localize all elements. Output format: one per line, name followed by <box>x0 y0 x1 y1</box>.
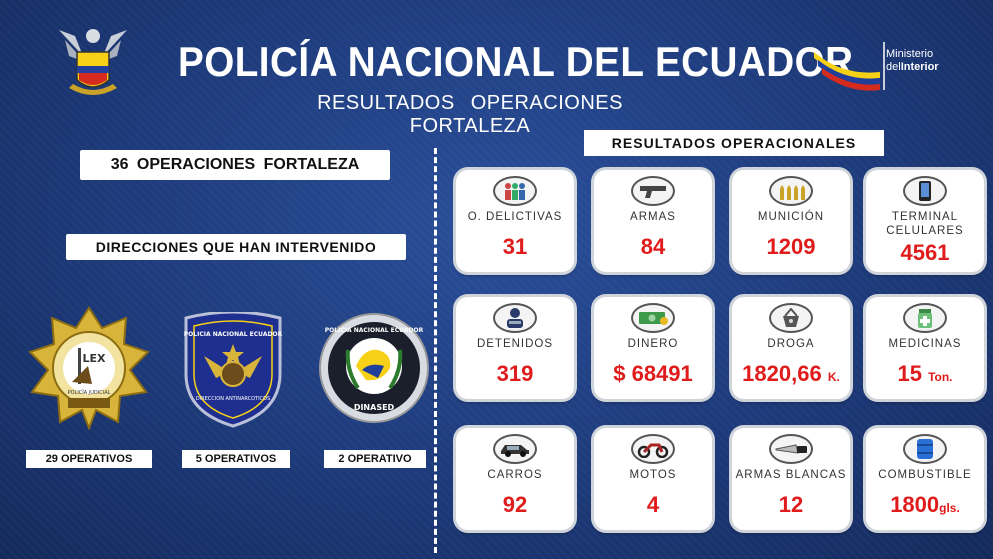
ministerio-text: Ministerio delInterior <box>886 48 939 74</box>
badge-antinarc-bottom-text: DIRECCION ANTINARCOTICOS <box>196 396 270 402</box>
car-icon <box>493 434 537 464</box>
result-value: 1209 <box>766 234 816 259</box>
result-card-detenidos: DETENIDOS 319 <box>456 297 574 399</box>
result-label: COMBUSTIBLE <box>878 469 972 481</box>
badge-pj-text: POLICÍA JUDICIAL <box>68 389 111 396</box>
unit-operations-label: 29 OPERATIVOS <box>26 450 152 468</box>
result-card-medicinas: MEDICINAS 15 Ton. <box>866 297 984 399</box>
result-label: DETENIDOS <box>476 338 554 350</box>
result-card-municion: MUNICIÓN 1209 <box>732 170 850 272</box>
medicine-icon <box>903 303 947 333</box>
ministerio-logo-icon <box>814 42 885 91</box>
motorcycle-icon <box>631 434 675 464</box>
badge-antinarc-top-text: POLICIA NACIONAL ECUADOR <box>184 331 283 338</box>
result-card-delictivas: O. DELICTIVAS 31 <box>456 170 574 272</box>
result-unit: K. <box>827 370 840 384</box>
result-value: 92 <box>502 492 528 517</box>
result-label: DINERO <box>627 338 679 350</box>
unit-operations-label: 5 OPERATIVOS <box>182 450 290 468</box>
result-card-carros: CARROS 92 <box>456 428 574 530</box>
result-number: 15 <box>897 361 922 386</box>
policia-judicial-badge-icon: LEX POLICÍA JUDICIAL <box>28 306 150 430</box>
ministerio-line2: delInterior <box>886 61 939 74</box>
result-value: 84 <box>640 234 666 259</box>
drug-icon <box>769 303 813 333</box>
result-value: 1820,66 K. <box>732 361 850 387</box>
result-card-combustible: COMBUSTIBLE 1800gls. <box>866 428 984 530</box>
result-card-celulares: TERMINAL CELULARES 4561 <box>866 170 984 272</box>
result-unit: Ton. <box>928 370 953 384</box>
badge-dinased-top-text: POLICIA NACIONAL ECUADOR <box>325 327 424 334</box>
total-operations-label: 36 OPERACIONES FORTALEZA <box>80 150 390 180</box>
bullets-icon <box>769 176 813 206</box>
result-label: DROGA <box>767 338 815 350</box>
ministerio-del: del <box>886 61 901 73</box>
result-card-droga: DROGA 1820,66 K. <box>732 297 850 399</box>
unit-operations-label: 2 OPERATIVO <box>324 450 426 468</box>
police-emblem-icon <box>59 29 127 95</box>
result-card-dinero: DINERO $ 68491 <box>594 297 712 399</box>
result-number: 1820,66 <box>742 361 822 386</box>
directions-label: DIRECCIONES QUE HAN INTERVENIDO <box>66 234 406 260</box>
result-label: ARMAS <box>630 211 676 223</box>
antinarcoticos-badge-icon: POLICIA NACIONAL ECUADOR DIRECCION ANTIN… <box>184 312 283 428</box>
result-card-motos: MOTOS 4 <box>594 428 712 530</box>
result-label: MUNICIÓN <box>757 211 825 223</box>
badge-lex-text: LEX <box>82 352 106 365</box>
ministerio-interior: Interior <box>900 61 939 73</box>
result-value: $ 68491 <box>613 361 693 386</box>
result-label: TERMINAL CELULARES <box>886 211 964 237</box>
result-value: 319 <box>496 361 534 386</box>
result-value: 4 <box>646 492 660 517</box>
knife-icon <box>769 434 813 464</box>
result-card-armas-blancas: ARMAS BLANCAS 12 <box>732 428 850 530</box>
result-label: MEDICINAS <box>888 338 962 350</box>
result-value: 4561 <box>900 240 950 265</box>
result-label: MOTOS <box>629 469 677 481</box>
result-label: O. DELICTIVAS <box>467 211 563 223</box>
result-label: CARROS <box>487 469 543 481</box>
phone-icon <box>903 176 947 206</box>
result-value: 31 <box>502 234 528 259</box>
result-card-armas: ARMAS 84 <box>594 170 712 272</box>
people-icon <box>493 176 537 206</box>
result-value: 15 Ton. <box>866 361 984 387</box>
results-header: RESULTADOS OPERACIONALES <box>584 130 884 156</box>
gun-icon <box>631 176 675 206</box>
result-value: 1800gls. <box>866 492 984 518</box>
section-divider <box>434 148 437 553</box>
badge-dinased-bottom-text: DINASED <box>354 403 395 412</box>
result-number: 1800 <box>890 492 940 517</box>
money-icon <box>631 303 675 333</box>
dinased-badge-icon: POLICIA NACIONAL ECUADOR DINASED <box>319 313 429 423</box>
result-value: 12 <box>778 492 804 517</box>
ministerio-line1: Ministerio <box>886 48 934 60</box>
fuel-barrel-icon <box>903 434 947 464</box>
detainee-icon <box>493 303 537 333</box>
result-unit: gls. <box>939 501 960 515</box>
page-title: POLICÍA NACIONAL DEL ECUADOR <box>178 38 854 85</box>
result-label: ARMAS BLANCAS <box>735 469 847 481</box>
page-subtitle: RESULTADOS OPERACIONES FORTALEZA <box>317 92 623 137</box>
